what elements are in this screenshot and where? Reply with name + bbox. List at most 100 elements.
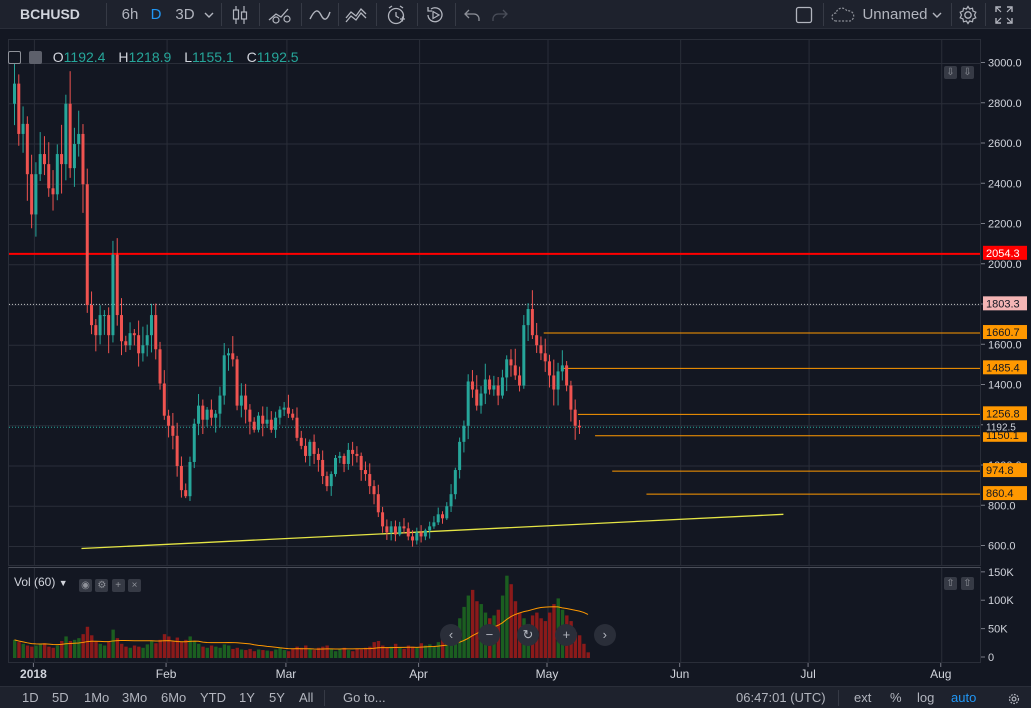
interval-6h-button[interactable]: 6h [121,6,139,23]
price-axis[interactable]: 600.0800.01000.01200.01400.01600.01800.0… [981,39,1031,664]
volume-bar [77,638,81,658]
replay-button[interactable] [421,0,449,29]
volume-bar [184,639,188,658]
price-tick-label: 1600.0 [988,339,1022,351]
time-tick-label: May [536,667,559,681]
pane-maximize-icon[interactable]: ⇧ [961,577,974,590]
ohlc-legend: O1192.4 H1218.9 L1155.1 C1192.5 [8,49,305,67]
close-icon[interactable]: × [128,579,141,592]
volume-bar [261,650,265,658]
volume-bar [214,646,218,658]
zoom-out-icon[interactable]: − [478,624,501,646]
clock[interactable]: 06:47:01 (UTC) [736,690,826,705]
goto-button[interactable]: Go to... [343,690,386,705]
candle-body [21,123,25,134]
price-tick-label: 800.0 [988,500,1016,512]
chevron-down-icon[interactable]: ▼ [58,578,68,588]
toolbar-divider [417,3,418,26]
pane-move-down-icon[interactable]: ⇩ [944,66,957,79]
toolbar-divider [823,3,824,26]
price-label: 1150.1 [986,430,1019,442]
toolbar-divider [221,3,222,26]
compare-button[interactable] [265,0,295,29]
time-scale[interactable]: 2018 Feb Mar Apr May Jun Jul Aug [8,663,981,685]
price-label: 1660.7 [986,327,1020,339]
scale-settings-button[interactable] [1008,687,1022,708]
redo-button[interactable] [488,0,512,29]
price-label: 1803.3 [986,298,1020,310]
price-tick-label: 2600.0 [988,138,1022,150]
chart-type-button[interactable] [228,0,252,29]
interval-dropdown-button[interactable] [201,0,217,29]
auto-scale-toggle[interactable]: auto [951,690,977,705]
symbol-search[interactable]: BCHUSD [20,6,80,22]
extended-hours-toggle[interactable]: ext [854,690,872,705]
volume-bar [167,636,171,658]
range-1y-button[interactable]: 1Y [239,690,255,705]
toolbar-divider [951,3,952,26]
volume-bar [475,601,479,658]
candlestick-chart[interactable] [9,40,981,566]
price-tick-label: 2800.0 [988,98,1022,110]
candle-body [338,455,342,458]
eye-icon[interactable]: ◉ [78,579,92,592]
interval-3d-button[interactable]: 3D [175,6,195,23]
candle-body [115,254,119,316]
volume-bar [111,629,115,658]
volume-chart[interactable] [9,568,981,663]
candle-body [137,335,141,354]
candle-body [449,494,453,507]
fullscreen-button[interactable] [991,0,1017,29]
bottom-divider [324,690,325,706]
price-chart-pane[interactable] [8,39,981,566]
range-all-button[interactable]: All [299,690,314,705]
range-1d-button[interactable]: 1D [22,690,39,705]
time-axis[interactable]: 2018 Feb Mar Apr May Jun Jul Aug [8,663,981,685]
candle-body [145,335,149,346]
undo-button[interactable] [460,0,484,29]
candle-body [351,449,355,454]
scroll-left-icon[interactable]: ‹ [440,624,462,646]
volume-bar [278,647,282,658]
select-button[interactable] [792,0,816,29]
gear-icon[interactable]: ⚙ [95,579,109,592]
cloud-save-button[interactable] [829,0,857,29]
scroll-right-icon[interactable]: › [593,624,616,646]
range-5y-button[interactable]: 5Y [269,690,285,705]
alert-button[interactable] [381,0,411,29]
collapse-legend-icon[interactable] [8,51,21,64]
reset-icon[interactable]: ↻ [516,624,539,646]
layout-name[interactable]: Unnamed [862,6,928,23]
range-5d-button[interactable]: 5D [52,690,69,705]
candle-body [239,395,243,406]
range-3mo-button[interactable]: 3Mo [122,690,148,705]
candle-body [68,103,72,169]
layout-dropdown-button[interactable] [928,0,946,29]
volume-pane[interactable] [8,567,981,663]
candle-body [85,184,89,305]
candle-body [462,425,466,442]
time-tick-label: Feb [156,667,177,681]
candle-body [77,133,81,144]
range-ytd-button[interactable]: YTD [200,690,226,705]
range-6mo-button[interactable]: 6Mo [161,690,187,705]
log-scale-toggle[interactable]: log [917,690,935,705]
time-tick-label: Jul [800,667,815,681]
pane-maximize-icon[interactable]: ⇩ [961,66,974,79]
interval-d-button[interactable]: D [150,6,162,23]
add-icon[interactable]: + [111,579,125,592]
percent-scale-toggle[interactable]: % [890,690,902,705]
range-1mo-button[interactable]: 1Mo [84,690,110,705]
price-scale[interactable]: 600.0800.01000.01200.01400.01600.01800.0… [981,39,1031,664]
series-settings-icon[interactable] [28,51,42,64]
volume-bar [17,642,21,658]
volume-bar [338,649,342,658]
fullscreen-icon [995,6,1013,24]
pane-move-up-icon[interactable]: ⇧ [944,577,957,590]
price-label-box [983,325,1027,340]
indicators-button[interactable] [306,0,334,29]
candle-body [556,371,560,390]
templates-button[interactable] [342,0,370,29]
zoom-in-icon[interactable]: + [555,624,578,646]
settings-button[interactable] [955,0,981,29]
